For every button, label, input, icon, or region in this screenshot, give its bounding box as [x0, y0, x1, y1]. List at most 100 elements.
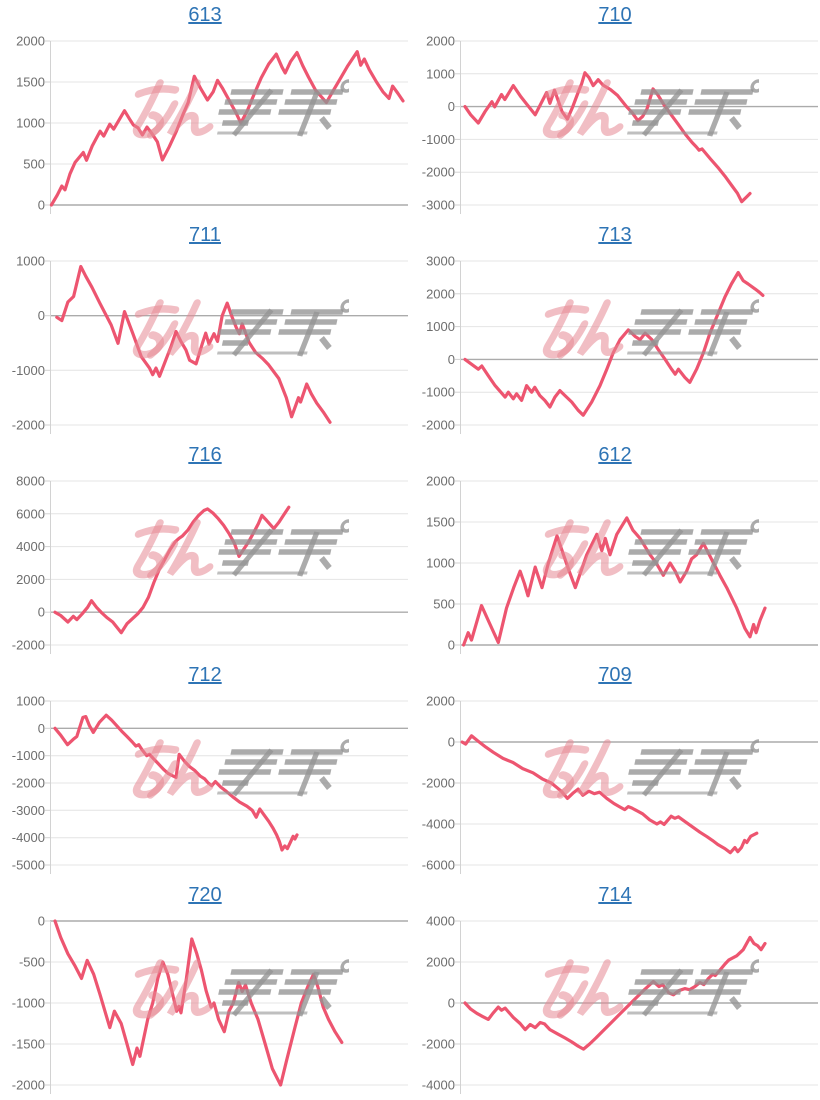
svg-text:4000: 4000	[426, 914, 455, 929]
svg-text:0: 0	[38, 605, 45, 620]
svg-text:-2000: -2000	[12, 638, 45, 653]
svg-text:-2000: -2000	[422, 418, 455, 433]
chart-title-link[interactable]: 712	[188, 664, 222, 686]
svg-text:-2000: -2000	[422, 776, 455, 791]
svg-text:1000: 1000	[16, 116, 45, 131]
svg-text:-4000: -4000	[422, 817, 455, 832]
svg-text:2000: 2000	[426, 694, 455, 709]
chart-title-link[interactable]: 713	[598, 224, 632, 246]
y-axis-labels: 8000 6000 4000 2000 0 -2000	[12, 474, 45, 653]
svg-text:2000: 2000	[426, 474, 455, 489]
svg-text:0: 0	[448, 996, 455, 1011]
y-axis-labels: 2000 1500 1000 500 0	[426, 474, 455, 653]
svg-text:6000: 6000	[16, 506, 45, 521]
svg-text:0: 0	[448, 638, 455, 653]
svg-text:3000: 3000	[426, 254, 455, 269]
gridlines	[45, 700, 408, 866]
series-line	[55, 264, 332, 424]
y-axis-labels: 2000 1500 1000 500 0	[16, 34, 45, 213]
chart-title-link[interactable]: 613	[188, 4, 222, 26]
svg-text:1500: 1500	[16, 75, 45, 90]
svg-text:1000: 1000	[426, 319, 455, 334]
svg-text:1000: 1000	[426, 556, 455, 571]
svg-text:0: 0	[448, 735, 455, 750]
series-line	[460, 734, 759, 855]
y-axis-labels: 1000 0 -1000 -2000	[12, 254, 45, 433]
series-line	[49, 50, 405, 207]
svg-text:2000: 2000	[426, 286, 455, 301]
line-chart: 2000 1500 1000 500 0	[426, 474, 818, 654]
gridlines	[455, 700, 818, 866]
svg-text:1000: 1000	[426, 66, 455, 81]
svg-text:0: 0	[38, 721, 45, 736]
svg-text:4000: 4000	[16, 539, 45, 554]
series-line	[461, 516, 767, 647]
svg-text:-1500: -1500	[12, 1037, 45, 1052]
line-chart: 8000 6000 4000 2000 0 -2000	[12, 474, 408, 654]
svg-text:1500: 1500	[426, 515, 455, 530]
gridlines	[45, 260, 408, 426]
svg-text:-1000: -1000	[422, 385, 455, 400]
y-axis-labels: 4000 2000 0 -2000 -4000	[422, 914, 455, 1093]
y-axis-labels: 2000 1000 0 -1000 -2000 -3000	[422, 34, 455, 213]
chart-title-link[interactable]: 716	[188, 444, 222, 466]
chart-cell-711: 711 1000 0 -1000 -2000	[0, 220, 410, 440]
svg-text:2000: 2000	[16, 34, 45, 49]
line-chart: 3000 2000 1000 0 -1000 -2000	[422, 254, 818, 434]
svg-text:0: 0	[38, 308, 45, 323]
svg-text:500: 500	[433, 597, 455, 612]
svg-text:-1000: -1000	[12, 748, 45, 763]
chart-cell-710: 710 2000 1000 0 -1000 -2000 -3000	[410, 0, 820, 220]
chart-cell-713: 713 3000 2000 1000 0 -1000 -2000	[410, 220, 820, 440]
svg-text:-2000: -2000	[12, 1078, 45, 1093]
chart-cell-714: 714 4000 2000 0 -2000 -4000	[410, 880, 820, 1100]
svg-text:-3000: -3000	[12, 803, 45, 818]
chart-cell-720: 720 0 -500 -1000 -1500 -2000	[0, 880, 410, 1100]
line-chart: 1000 0 -1000 -2000 -3000 -4000 -5000	[12, 694, 408, 874]
svg-text:-5000: -5000	[12, 858, 45, 873]
svg-text:-2000: -2000	[422, 1037, 455, 1052]
gridlines	[455, 260, 818, 426]
line-chart: 1000 0 -1000 -2000	[12, 254, 408, 434]
svg-text:1000: 1000	[16, 254, 45, 269]
chart-title-link[interactable]: 714	[598, 884, 632, 906]
y-axis-labels: 1000 0 -1000 -2000 -3000 -4000 -5000	[12, 694, 45, 873]
svg-text:2000: 2000	[426, 34, 455, 49]
series-line	[53, 505, 291, 635]
gridlines	[455, 40, 818, 206]
svg-text:0: 0	[38, 914, 45, 929]
svg-text:500: 500	[23, 157, 45, 172]
svg-text:-2000: -2000	[12, 418, 45, 433]
svg-text:-1000: -1000	[12, 996, 45, 1011]
series-line	[463, 71, 752, 204]
svg-text:0: 0	[38, 198, 45, 213]
line-chart: 2000 1000 0 -1000 -2000 -3000	[422, 34, 818, 214]
svg-text:0: 0	[448, 99, 455, 114]
svg-text:-1000: -1000	[12, 363, 45, 378]
chart-title-link[interactable]: 612	[598, 444, 632, 466]
svg-text:8000: 8000	[16, 474, 45, 489]
chart-title-link[interactable]: 711	[189, 224, 221, 246]
svg-text:-2000: -2000	[12, 776, 45, 791]
svg-text:2000: 2000	[426, 955, 455, 970]
chart-cell-716: 716 8000 6000 4000 2000 0 -2000	[0, 440, 410, 660]
chart-cell-709: 709 2000 0 -2000 -4000 -6000	[410, 660, 820, 880]
gridlines	[45, 480, 408, 646]
svg-text:-6000: -6000	[422, 858, 455, 873]
svg-text:-2000: -2000	[422, 165, 455, 180]
svg-text:-1000: -1000	[422, 132, 455, 147]
gridlines	[45, 920, 408, 1086]
y-axis-labels: 0 -500 -1000 -1500 -2000	[12, 914, 45, 1093]
chart-cell-613: 613 2000 1500 1000 500 0	[0, 0, 410, 220]
gridlines	[455, 480, 818, 646]
line-chart: 2000 0 -2000 -4000 -6000	[422, 694, 818, 874]
svg-text:-500: -500	[19, 955, 45, 970]
chart-title-link[interactable]: 709	[598, 664, 632, 686]
chart-title-link[interactable]: 710	[598, 4, 632, 26]
svg-text:0: 0	[448, 352, 455, 367]
svg-text:-3000: -3000	[422, 198, 455, 213]
chart-title-link[interactable]: 720	[188, 884, 222, 906]
line-chart: 2000 1500 1000 500 0	[16, 34, 408, 214]
chart-cell-612: 612 2000 1500 1000 500 0	[410, 440, 820, 660]
